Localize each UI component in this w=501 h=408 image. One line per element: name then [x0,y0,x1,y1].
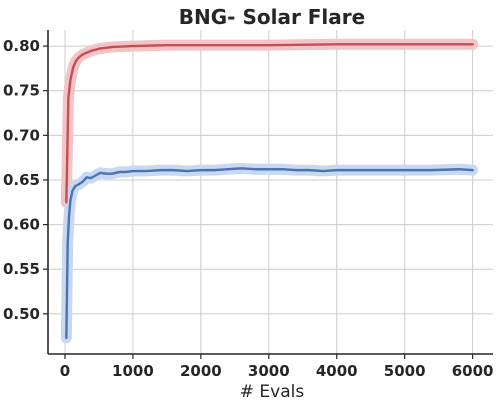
y-tick-label: 0.55 [3,260,40,278]
x-tick-label: 2000 [180,362,222,380]
y-axis-ticks: 0.50 0.55 0.60 0.65 0.70 0.75 0.80 [3,37,48,323]
x-axis-ticks: 0 1000 2000 3000 4000 5000 6000 [60,354,494,380]
y-tick-label: 0.65 [3,171,40,189]
x-tick-label: 6000 [452,362,494,380]
y-tick-label: 0.60 [3,216,40,234]
y-tick-label: 0.75 [3,82,40,100]
x-tick-label: 4000 [316,362,358,380]
x-tick-label: 3000 [248,362,290,380]
confidence-bands [60,38,479,344]
grid [48,30,493,354]
series-1-line [65,43,474,204]
x-tick-label: 0 [60,362,70,380]
series-2-line [65,167,474,340]
axes [47,30,493,355]
y-tick-label: 0.50 [3,305,40,323]
y-tick-label: 0.80 [3,37,40,55]
chart-title: BNG- Solar Flare [179,5,365,29]
x-axis-label: # Evals [240,382,305,402]
x-tick-label: 5000 [384,362,426,380]
series-1-band [60,38,479,208]
series-2-band [60,162,479,344]
x-tick-label: 1000 [112,362,154,380]
y-tick-label: 0.70 [3,126,40,144]
series-lines [65,43,474,340]
